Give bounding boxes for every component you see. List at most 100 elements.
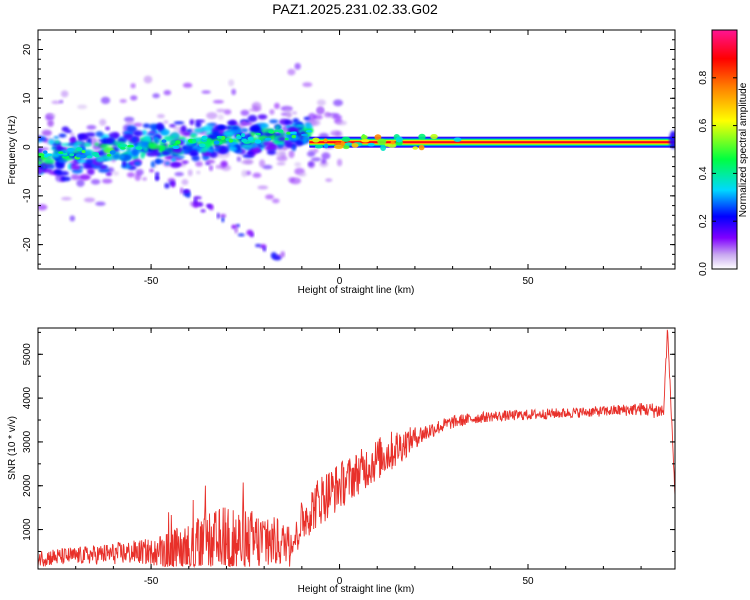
heatmap-core xyxy=(66,147,75,152)
heatmap-core xyxy=(135,146,143,150)
x-tick-label: -50 xyxy=(144,276,159,287)
heatmap-mirror xyxy=(183,190,188,194)
heatmap-speck xyxy=(333,99,343,107)
carrier-blob xyxy=(312,137,320,143)
heatmap-speck xyxy=(206,112,218,120)
carrier-blob xyxy=(412,146,419,150)
heatmap-blob xyxy=(99,144,108,148)
heatmap-mirror xyxy=(193,197,198,204)
heatmap-blob xyxy=(247,114,258,123)
heatmap-core xyxy=(75,147,83,152)
heatmap-blob xyxy=(160,151,171,155)
heatmap-mirror xyxy=(164,182,170,189)
heatmap-speck xyxy=(291,111,298,115)
heatmap-blob xyxy=(41,129,52,137)
heatmap-blob xyxy=(160,128,170,136)
carrier-blob xyxy=(418,144,425,151)
colorbar-tick-label: 0.4 xyxy=(698,166,709,180)
heatmap-speck xyxy=(288,150,295,159)
heatmap-speck xyxy=(212,99,225,104)
heatmap-speck xyxy=(163,120,169,124)
heatmap-speck xyxy=(99,118,107,126)
carrier-blob xyxy=(314,145,323,149)
heatmap-mirror xyxy=(179,187,184,195)
heatmap-speck xyxy=(307,161,314,167)
heatmap-blob xyxy=(100,165,107,169)
heatmap-blob xyxy=(56,146,63,152)
heatmap-blob xyxy=(148,142,158,149)
heatmap-speck xyxy=(228,79,235,87)
heatmap-speck xyxy=(119,99,127,103)
carrier-blob xyxy=(395,136,404,143)
carrier-band xyxy=(309,141,675,144)
heatmap-core xyxy=(127,144,134,148)
heatmap-core xyxy=(247,136,254,141)
heatmap-speck xyxy=(217,114,224,121)
heatmap-speck xyxy=(216,108,226,113)
y-tick-label: 2000 xyxy=(22,474,33,497)
heatmap-blob xyxy=(208,134,219,140)
colorbar-tick-label: 0.2 xyxy=(698,214,709,228)
y-tick-label: -20 xyxy=(22,237,33,252)
heatmap-blob xyxy=(266,149,277,155)
heatmap-blob xyxy=(257,114,268,120)
heatmap-blob xyxy=(146,151,156,157)
carrier-blob xyxy=(374,134,382,141)
colorbar-tick-label: 0.6 xyxy=(698,118,709,132)
heatmap-blob xyxy=(126,125,137,132)
heatmap-core xyxy=(284,137,289,141)
figure-title: PAZ1.2025.231.02.33.G02 xyxy=(272,1,438,17)
heatmap-core xyxy=(106,153,112,157)
carrier-blob xyxy=(453,137,462,142)
heatmap-speck xyxy=(317,106,324,114)
heatmap-speck xyxy=(130,83,136,89)
heatmap-blob xyxy=(169,162,181,169)
heatmap-mirror xyxy=(219,213,227,218)
heatmap-core xyxy=(119,144,128,148)
y-tick-label: 5000 xyxy=(22,343,33,366)
heatmap-speck xyxy=(236,156,241,162)
heatmap-mirror xyxy=(221,217,225,223)
snr-x-ticks: -50 0 50 xyxy=(37,328,642,587)
heatmap-core xyxy=(75,154,82,158)
heatmap-mirror xyxy=(149,168,155,173)
colorbar-tick-label: 0.8 xyxy=(698,70,709,84)
heatmap-core xyxy=(44,153,53,157)
heatmap-core xyxy=(301,133,308,137)
heatmap-blob xyxy=(180,125,187,133)
heatmap-speck xyxy=(336,158,343,167)
heatmap-blob xyxy=(305,124,313,129)
heatmap-blob xyxy=(275,125,280,130)
heatmap-speck xyxy=(76,179,85,187)
heatmap-blob xyxy=(249,125,261,133)
heatmap-speck xyxy=(174,172,184,177)
heatmap-blob xyxy=(269,119,279,124)
heatmap-blob xyxy=(105,126,110,131)
heatmap-speck xyxy=(287,68,296,76)
heatmap-core xyxy=(58,151,64,155)
heatmap-blob xyxy=(261,123,269,129)
heatmap-speck xyxy=(196,170,201,175)
heatmap-blob xyxy=(58,133,67,138)
heatmap-blob xyxy=(95,156,105,163)
heatmap-core xyxy=(255,132,261,136)
heatmap-blob xyxy=(156,123,165,131)
heatmap-core xyxy=(274,129,279,133)
carrier-blob xyxy=(380,145,387,151)
heatmap-speck xyxy=(259,159,266,168)
carrier-blob xyxy=(334,142,343,146)
heatmap-blob xyxy=(252,146,261,152)
heatmap-blob xyxy=(303,116,311,121)
heatmap-speck xyxy=(126,172,135,178)
heatmap-speck xyxy=(86,125,97,130)
heatmap-core xyxy=(264,137,272,141)
heatmap-blob xyxy=(154,159,164,164)
heatmap-mirror xyxy=(237,233,245,237)
snr-frame xyxy=(37,327,676,570)
heatmap-speck xyxy=(265,194,274,200)
heatmap-speck xyxy=(60,90,69,98)
snr-panel: -50 0 50 1000 2000 3000 4000 5000 Height of st… xyxy=(7,327,676,595)
heatmap-blob xyxy=(95,131,104,137)
heatmap-blob xyxy=(171,157,177,163)
spectrogram-frame xyxy=(37,29,676,270)
